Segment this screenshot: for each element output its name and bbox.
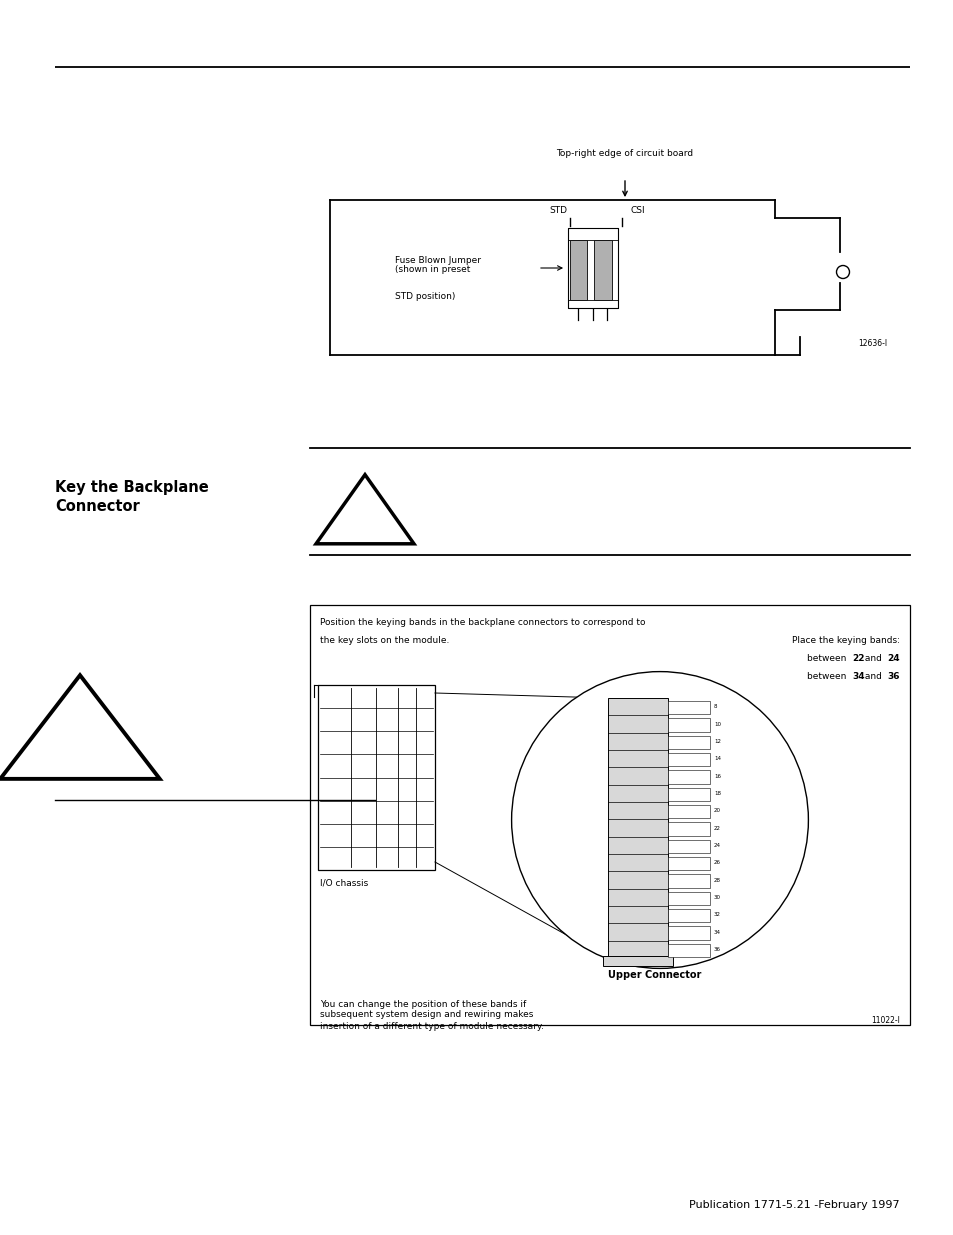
Text: (shown in preset: (shown in preset <box>395 266 470 274</box>
Bar <box>667 805 709 819</box>
Text: I/O chassis: I/O chassis <box>319 878 368 887</box>
Text: Position the keying bands in the backplane connectors to correspond to: Position the keying bands in the backpla… <box>319 618 645 627</box>
Text: Key the Backplane
Connector: Key the Backplane Connector <box>55 480 209 514</box>
Text: 28: 28 <box>713 878 720 883</box>
Text: and: and <box>861 655 883 663</box>
Text: 16: 16 <box>713 773 720 778</box>
Text: Upper Connector: Upper Connector <box>608 969 701 981</box>
Text: CSI: CSI <box>630 206 644 215</box>
Bar <box>667 857 709 871</box>
Text: 36: 36 <box>713 947 720 952</box>
Bar <box>567 300 618 308</box>
Bar <box>569 240 587 300</box>
Bar <box>667 944 709 957</box>
Bar <box>310 605 909 1025</box>
Bar <box>667 701 709 715</box>
Text: 12: 12 <box>713 739 720 743</box>
Circle shape <box>511 672 807 968</box>
Bar <box>667 874 709 888</box>
Bar <box>317 685 435 869</box>
Bar <box>594 240 611 300</box>
Text: subsequent system design and rewiring makes: subsequent system design and rewiring ma… <box>319 1010 533 1019</box>
Bar <box>667 771 709 784</box>
Text: 8: 8 <box>713 704 717 709</box>
Bar <box>667 719 709 732</box>
Text: 34: 34 <box>851 672 864 680</box>
Bar <box>607 698 667 958</box>
Text: between: between <box>806 655 848 663</box>
Text: 11022-I: 11022-I <box>870 1016 899 1025</box>
Bar <box>667 909 709 923</box>
Text: 36: 36 <box>886 672 899 680</box>
Text: STD position): STD position) <box>395 291 455 301</box>
Bar <box>567 228 618 308</box>
Bar <box>667 892 709 905</box>
Text: 12636-I: 12636-I <box>857 338 886 348</box>
Text: Top-right edge of circuit board: Top-right edge of circuit board <box>556 149 693 158</box>
Text: 24: 24 <box>713 842 720 848</box>
Bar <box>667 788 709 802</box>
Bar <box>667 753 709 767</box>
Text: between: between <box>806 672 848 680</box>
Bar <box>667 926 709 940</box>
Text: and: and <box>861 672 883 680</box>
Text: 26: 26 <box>713 860 720 866</box>
Bar <box>667 840 709 853</box>
Bar <box>567 228 618 240</box>
Text: 34: 34 <box>713 930 720 935</box>
Text: Fuse Blown Jumper: Fuse Blown Jumper <box>395 256 480 266</box>
Text: 32: 32 <box>713 913 720 918</box>
Text: 18: 18 <box>713 790 720 795</box>
Bar <box>667 736 709 750</box>
Text: STD: STD <box>548 206 566 215</box>
Text: Publication 1771-5.21 -February 1997: Publication 1771-5.21 -February 1997 <box>689 1200 899 1210</box>
Text: 22: 22 <box>713 825 720 830</box>
Bar <box>667 823 709 836</box>
Text: 30: 30 <box>713 895 720 900</box>
Text: Place the keying bands:: Place the keying bands: <box>791 636 899 645</box>
Text: 22: 22 <box>852 655 864 663</box>
Bar <box>602 956 672 966</box>
Text: the key slots on the module.: the key slots on the module. <box>319 636 449 645</box>
Text: 24: 24 <box>886 655 899 663</box>
Text: insertion of a different type of module necessary.: insertion of a different type of module … <box>319 1023 543 1031</box>
Text: You can change the position of these bands if: You can change the position of these ban… <box>319 1000 526 1009</box>
Text: 10: 10 <box>713 721 720 726</box>
Text: 14: 14 <box>713 756 720 761</box>
Text: 20: 20 <box>713 808 720 813</box>
